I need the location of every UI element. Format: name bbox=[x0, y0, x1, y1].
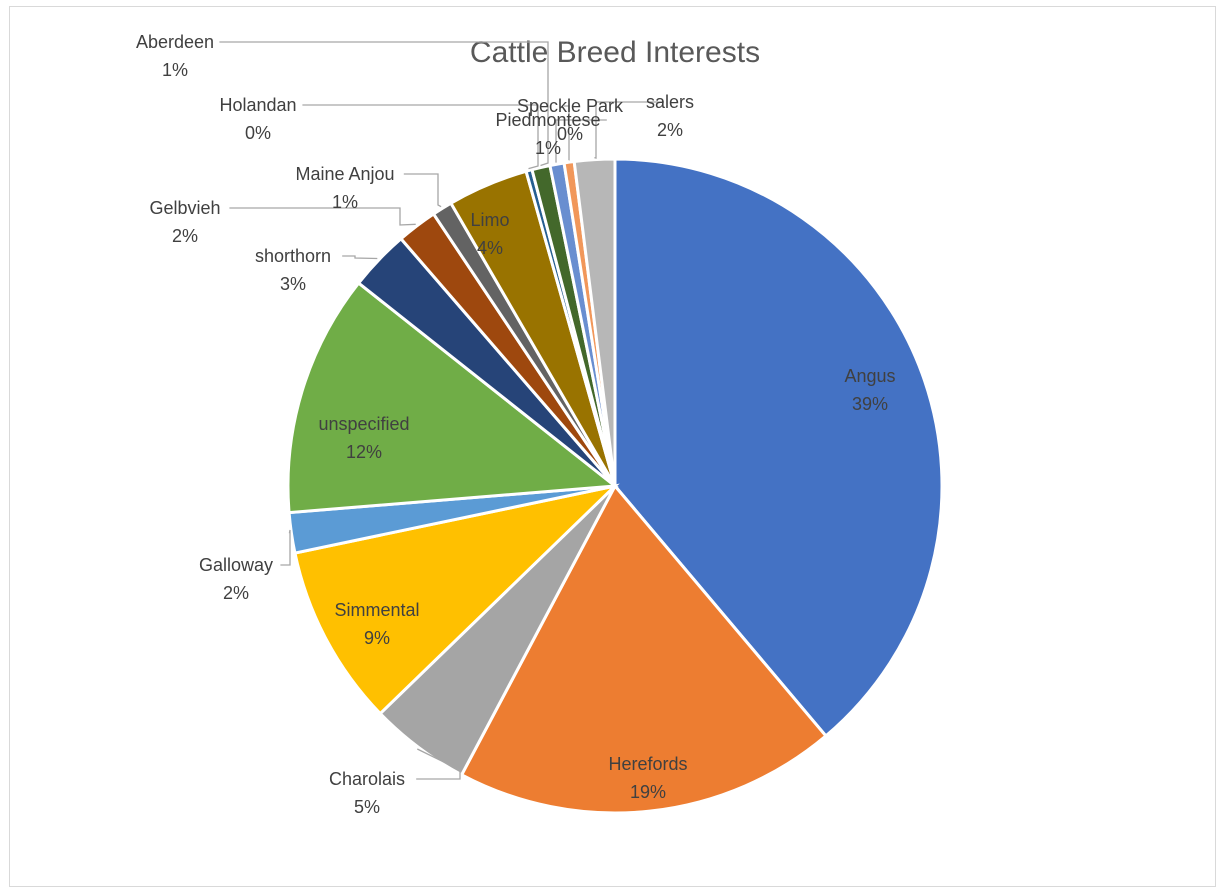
pie-slices bbox=[286, 157, 944, 815]
leader-line-galloway bbox=[280, 529, 291, 566]
slice-percent-label: 9% bbox=[364, 628, 390, 648]
slice-name-label: Aberdeen bbox=[136, 32, 214, 52]
leader-line-salers bbox=[594, 101, 664, 159]
slice-name-label: Gelbvieh bbox=[149, 198, 220, 218]
slice-percent-label: 3% bbox=[280, 274, 306, 294]
slice-name-label: Galloway bbox=[199, 555, 273, 575]
leader-line-speckle-park bbox=[564, 105, 570, 161]
leader-line-maine-anjou bbox=[403, 173, 442, 208]
slice-percent-label: 12% bbox=[346, 442, 382, 462]
slice-percent-label: 1% bbox=[535, 138, 561, 158]
leader-line-holandan bbox=[302, 104, 539, 170]
slice-name-label: unspecified bbox=[318, 414, 409, 434]
pie-slice-unspecified bbox=[286, 280, 619, 515]
slice-name-label: Herefords bbox=[608, 754, 687, 774]
pie-slice-angus bbox=[613, 157, 944, 739]
leader-line-aberdeen bbox=[219, 41, 549, 167]
slice-percent-label: 0% bbox=[557, 124, 583, 144]
slice-percent-label: 5% bbox=[354, 797, 380, 817]
leader-lines bbox=[219, 41, 664, 780]
slice-percent-label: 1% bbox=[162, 60, 188, 80]
leader-line-charolais bbox=[416, 748, 461, 780]
chart-title: Cattle Breed Interests bbox=[470, 36, 760, 69]
pie-slice-herefords bbox=[459, 483, 829, 815]
slice-name-label: shorthorn bbox=[255, 246, 331, 266]
slice-name-label: Charolais bbox=[329, 769, 405, 789]
slice-percent-label: 39% bbox=[852, 394, 888, 414]
slice-percent-label: 19% bbox=[630, 782, 666, 802]
slice-name-label: Simmental bbox=[334, 600, 419, 620]
leader-line-gelbvieh bbox=[229, 207, 416, 226]
slice-percent-label: 1% bbox=[332, 192, 358, 212]
slice-percent-label: 2% bbox=[657, 120, 683, 140]
slice-percent-label: 4% bbox=[477, 238, 503, 258]
slice-name-label: Angus bbox=[844, 366, 895, 386]
pie-slice-salers bbox=[572, 157, 617, 487]
slice-name-label: salers bbox=[646, 92, 694, 112]
slice-name-label: Maine Anjou bbox=[295, 164, 394, 184]
slice-name-label: Speckle Park bbox=[517, 96, 624, 116]
slice-percent-label: 2% bbox=[223, 583, 249, 603]
pie-slice-simmental bbox=[293, 483, 620, 716]
leader-line-shorthorn bbox=[342, 255, 378, 260]
slice-name-label: Holandan bbox=[219, 95, 296, 115]
slice-percent-label: 2% bbox=[172, 226, 198, 246]
slice-labels: Angus 39% Herefords 19% Charolais 5% Simmental… bbox=[136, 32, 896, 817]
slice-percent-label: 0% bbox=[245, 123, 271, 143]
leader-line-piedmontese bbox=[555, 119, 607, 163]
slice-name-label: Piedmontese bbox=[495, 110, 600, 130]
slice-name-label: Limo bbox=[470, 210, 509, 230]
